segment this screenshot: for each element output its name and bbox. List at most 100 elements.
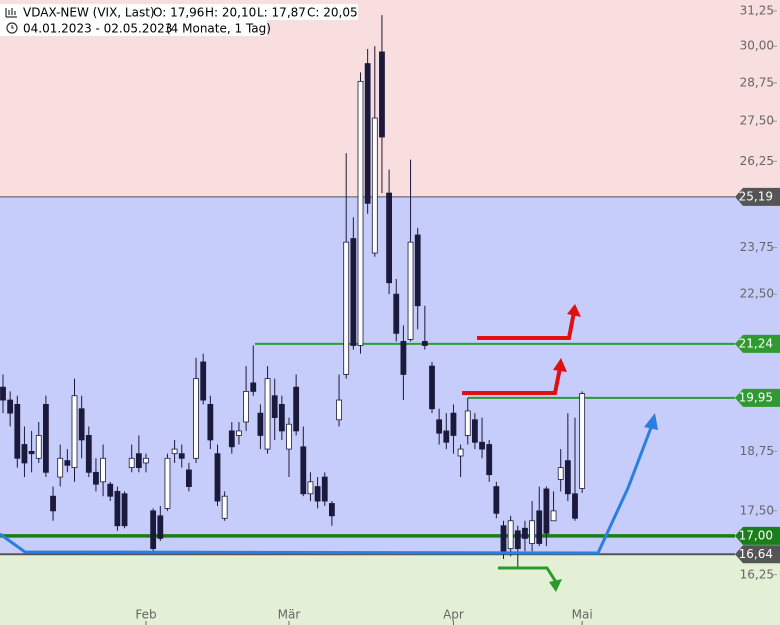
red-arrow	[462, 367, 562, 395]
candle-body	[185, 469, 192, 487]
candle-body	[221, 495, 228, 519]
candle-body	[200, 361, 207, 401]
blue-arrow	[0, 424, 654, 555]
candle-body	[78, 408, 85, 441]
candle-body	[507, 520, 514, 550]
level-label: 16,64	[739, 547, 773, 561]
candle-body	[164, 457, 171, 509]
subtitle: 04.01.2023 - 02.05.2023	[23, 22, 172, 36]
candle-body	[572, 493, 578, 519]
y-tick-label: 31,25	[740, 3, 774, 17]
clock-icon	[6, 22, 18, 34]
y-tick-label: 28,75	[740, 75, 774, 89]
candle-body	[336, 399, 342, 421]
level-label: 21,24	[739, 336, 773, 350]
candle-body	[371, 117, 378, 254]
candle-body	[579, 393, 586, 489]
chart-icon	[5, 8, 17, 18]
y-tick-label: 18,75	[740, 444, 774, 458]
green-arrowhead	[549, 579, 562, 592]
candle-body	[443, 430, 450, 443]
candle-body	[35, 435, 42, 459]
candle-body	[114, 490, 121, 527]
candle-body	[493, 486, 500, 514]
y-tick-label: 22,50	[740, 287, 774, 301]
candle-body	[364, 63, 371, 204]
candle-body	[407, 241, 414, 340]
x-tick-label: Mär	[278, 608, 301, 622]
candle-body	[100, 457, 106, 483]
level-tag	[735, 388, 780, 407]
candle-body	[543, 488, 550, 534]
candle-body	[564, 460, 571, 495]
candle-body	[450, 412, 457, 436]
candle-body	[486, 444, 493, 476]
candle-body	[557, 467, 564, 480]
candle-body	[107, 483, 114, 497]
candle-body	[278, 403, 285, 432]
candle-body	[350, 238, 357, 346]
candle-body	[85, 435, 92, 473]
candle-body	[207, 403, 214, 441]
candle-body	[436, 419, 443, 434]
candle-body	[536, 510, 543, 544]
candle-body	[414, 234, 421, 307]
period: (4 Monate, 1 Tag)	[166, 22, 271, 36]
y-tick-label: 27,50	[740, 114, 774, 128]
green-arrow	[498, 566, 558, 583]
candle-body	[50, 495, 56, 512]
candle-body	[193, 378, 199, 459]
annotations	[0, 304, 658, 592]
candle-body	[7, 399, 14, 414]
blue-arrowhead	[644, 413, 658, 430]
candle-body	[71, 395, 78, 469]
red-arrow	[477, 311, 576, 340]
candle-body	[28, 450, 35, 455]
zone-lower	[0, 554, 780, 625]
candle-body	[300, 446, 307, 495]
level-label: 19,95	[739, 390, 773, 404]
candle-body	[178, 453, 185, 459]
candle-body	[14, 403, 21, 459]
candle-body	[243, 391, 250, 423]
red-arrowhead	[553, 358, 567, 372]
candle-body	[550, 510, 557, 522]
candle-body	[307, 481, 314, 495]
level-tag	[735, 187, 780, 206]
candle-body	[135, 453, 142, 469]
header-bg	[0, 20, 267, 36]
x-tick-label: Apr	[443, 608, 464, 622]
level-label: 25,19	[739, 189, 773, 203]
ohlc-label: O: 17,96	[153, 6, 204, 20]
red-arrowhead	[567, 304, 581, 317]
candle-body	[257, 412, 264, 436]
candle-body	[21, 444, 28, 464]
candle-body	[379, 51, 385, 138]
candle-body	[421, 341, 428, 346]
candle-body	[128, 457, 135, 469]
candle-body	[0, 386, 6, 401]
y-tick-label: 30,00	[740, 39, 774, 53]
candle-body	[457, 448, 464, 457]
candle-body	[328, 503, 335, 517]
candle-body	[393, 293, 400, 334]
header-bg	[0, 4, 358, 20]
y-tick-label: 23,75	[740, 240, 774, 254]
candle-body	[93, 471, 99, 485]
ohlc-label: L: 17,87	[257, 6, 306, 20]
candle-body	[236, 430, 242, 436]
candle-body	[64, 460, 71, 466]
ohlc-label: H: 20,10	[205, 6, 256, 20]
candle-body	[321, 476, 328, 502]
candle-body	[171, 448, 178, 455]
candle-body	[293, 386, 300, 432]
candle-body	[464, 410, 471, 436]
candle-body	[386, 192, 393, 284]
level-tag	[735, 545, 780, 564]
candle-body	[514, 530, 521, 550]
candle-body	[500, 525, 507, 555]
candle-body	[271, 395, 278, 418]
candle-body	[150, 510, 157, 550]
candle-body	[143, 457, 149, 464]
